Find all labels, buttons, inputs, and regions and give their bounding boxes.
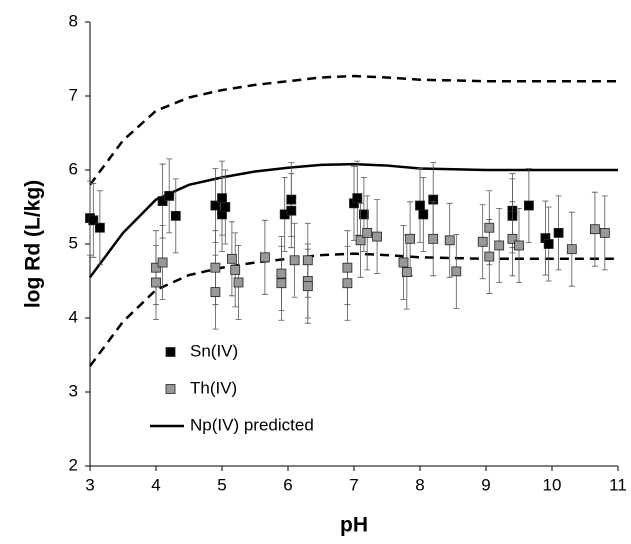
y-tick-label: 5 (69, 233, 78, 252)
dashed-line (88, 252, 618, 367)
marker (352, 193, 363, 204)
marker (210, 262, 221, 273)
x-tick-label: 9 (481, 475, 490, 494)
marker (217, 193, 227, 204)
y-axis-title: log Rd (L/kg) (22, 180, 45, 308)
legend-label: Th(IV) (190, 378, 237, 397)
marker (543, 239, 554, 249)
marker (358, 209, 369, 220)
marker (233, 277, 244, 288)
y-tick-label: 3 (69, 381, 78, 400)
marker (524, 200, 534, 211)
marker (259, 252, 270, 263)
y-tick-label: 2 (69, 455, 78, 474)
marker (220, 202, 231, 212)
marker (151, 262, 161, 273)
x-axis-title: pH (340, 514, 368, 537)
marker (164, 190, 175, 201)
marker (276, 268, 287, 279)
marker (484, 251, 495, 262)
marker (302, 281, 313, 292)
marker (405, 233, 416, 244)
marker (415, 200, 425, 211)
marker (590, 224, 600, 235)
marker (444, 235, 455, 246)
marker (230, 264, 241, 275)
legend-marker (165, 384, 176, 394)
marker (372, 231, 383, 242)
x-tick-label: 3 (85, 475, 94, 494)
x-tick-label: 5 (217, 475, 226, 494)
marker (286, 194, 297, 205)
legend-marker (165, 347, 176, 357)
x-tick-label: 4 (151, 475, 160, 494)
marker (342, 262, 353, 273)
marker (484, 222, 495, 233)
marker (342, 278, 353, 289)
marker (566, 244, 577, 255)
legend-label: Sn(IV) (190, 341, 238, 360)
marker (289, 255, 300, 266)
marker (151, 277, 161, 288)
marker (226, 253, 237, 264)
marker (210, 200, 221, 211)
x-tick-label: 6 (283, 475, 292, 494)
y-tick-label: 4 (69, 307, 78, 326)
x-tick-label: 7 (349, 475, 358, 494)
marker (355, 235, 366, 246)
marker (599, 227, 610, 238)
marker (302, 255, 313, 266)
marker (494, 240, 505, 251)
marker (553, 227, 564, 238)
marker (88, 215, 99, 226)
marker (428, 233, 439, 244)
dashed-line (88, 74, 618, 186)
x-tick-label: 10 (543, 475, 562, 494)
marker (451, 266, 462, 277)
marker (95, 222, 105, 233)
y-tick-label: 6 (69, 159, 78, 178)
marker (210, 287, 221, 298)
marker (514, 240, 524, 251)
marker (507, 233, 518, 244)
marker (157, 196, 168, 206)
y-tick-label: 8 (69, 11, 78, 30)
marker (398, 257, 409, 268)
marker (418, 209, 429, 220)
x-tick-label: 11 (609, 475, 627, 494)
marker (286, 205, 297, 216)
y-tick-label: 7 (69, 85, 78, 104)
marker (362, 227, 373, 238)
legend-label: Np(IV) predicted (190, 415, 314, 434)
marker (276, 278, 287, 289)
x-tick-label: 8 (415, 475, 424, 494)
marker (157, 257, 168, 268)
marker (477, 236, 488, 247)
marker (401, 267, 412, 278)
marker (170, 210, 181, 221)
